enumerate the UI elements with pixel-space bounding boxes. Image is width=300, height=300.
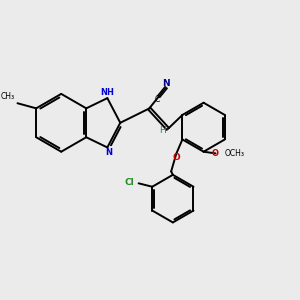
Text: NH: NH xyxy=(101,88,115,97)
Text: OCH₃: OCH₃ xyxy=(225,149,245,158)
Text: C: C xyxy=(155,95,160,104)
Text: O: O xyxy=(212,148,219,158)
Text: O: O xyxy=(172,153,180,162)
Text: N: N xyxy=(162,79,170,88)
Text: H: H xyxy=(159,126,166,135)
Text: Cl: Cl xyxy=(124,178,134,187)
Text: N: N xyxy=(106,148,112,158)
Text: CH₃: CH₃ xyxy=(1,92,15,101)
